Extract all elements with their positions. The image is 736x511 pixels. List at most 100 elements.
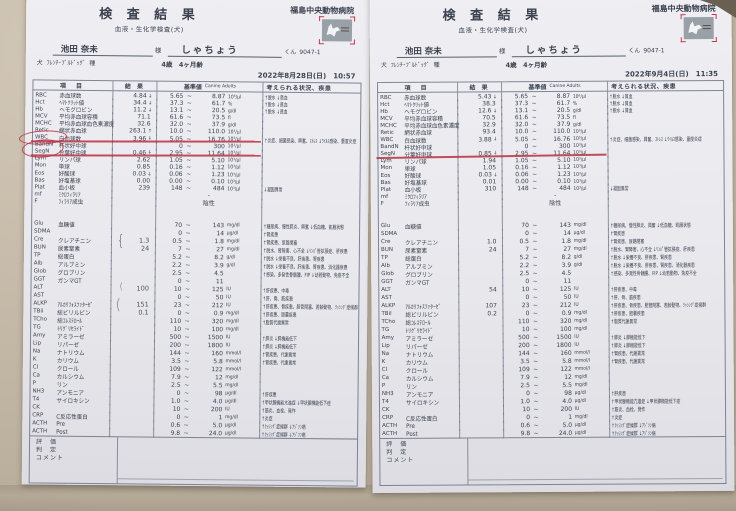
col-header-result: 結 果 [113,81,158,91]
range-unit: μg/dl [226,230,239,237]
dog-silhouette-icon [325,22,341,37]
cell-result [460,428,505,439]
col-header-remarks: 考えられる状況、疾患 [266,84,332,93]
cell-result [110,427,155,438]
report-subtitle: 血液・生化学検査(犬) [114,25,184,34]
cell-code: ACTH [32,428,48,435]
report-subtitle: 血液・生化学検査(犬) [458,26,528,35]
range-unit: mg/dl [574,325,588,332]
pen-brace-ALKP: ( [115,294,121,313]
range-unit: mmol/l [574,349,590,356]
label-comment: コメント [35,453,64,462]
report-title: 検 査 結 果 [99,7,200,24]
range-unit: g/dl [226,262,235,269]
hospital-name: 福島中央動物病院 [290,5,355,16]
range-unit: mmol/l [225,350,242,357]
breed-line: 犬 ﾌﾚﾝﾁ･ﾌﾞﾙﾄﾞｯｸﾞ 種 4歳 4ヶ月齢 [380,61,548,70]
range-unit: μg/dl [574,421,587,428]
age: 4歳 4ヶ月齢 [161,60,203,70]
range-unit: mg/dl [574,317,588,324]
breed: ﾌﾚﾝﾁ･ﾌﾞﾙﾄﾞｯｸﾞ [46,59,86,67]
range-unit: mg/dl [573,221,587,228]
range-unit: g/dl [573,261,583,268]
pet-name: しゃちょう [167,41,282,58]
range-unit: μg/dl [574,389,586,396]
range-unit: μg/dl [574,429,587,436]
col-header-reference-sub: Canine Adults [549,83,581,90]
range-unit: IU [226,294,231,301]
range-unit: mg/dl [226,246,240,253]
range-unit: mg/dl [573,237,587,244]
range-unit: μg/dl [225,390,237,397]
cell-name: Post [406,429,461,439]
range-unit: IU [574,293,579,300]
report-title: 検 査 結 果 [442,8,544,24]
range-unit: IU [226,302,231,309]
col-header-item: 項 目 [378,82,459,93]
evaluation-box: 評 価 判 定 コメント [28,435,359,487]
exam-datetime: 2022年9月4日(日) 11:35 [625,69,719,79]
range-unit: IU [574,333,579,340]
patient-line: 池田 奈未 様 しゃちょう くん 9047-1 [52,41,364,59]
owner-name: 池田 奈未 [396,44,497,58]
range-unit: mg/dl [574,373,588,380]
range-unit: μg/dl [573,229,586,236]
range-unit: mmol/l [574,365,591,372]
comment-area [118,437,357,485]
dog-silhouette-icon [687,20,703,35]
results-table: 項 目結 果基準値 Canine Adults 考えられる状況、疾患 RBC 赤血球数 5… [376,79,727,439]
hospital-logo-icon [680,13,717,43]
col-header-reference: 基準値 Canine Adults [502,81,609,92]
range-unit: mmol/l [574,357,590,364]
results-table: 項 目結 果基準値 Canine Adults 考えられる状況、疾患 RBC 赤血球数 4… [18,79,362,440]
label-comment: コメント [386,456,415,464]
range-unit: μg/dl [224,422,237,429]
range-unit: mg/dl [226,222,240,229]
range-unit: μg/dl [574,397,587,404]
col-header-reference: 基準値 Canine Adults [157,81,264,92]
range-unit: mg/dl [573,245,587,252]
range-unit: IU [574,341,579,348]
result-value: 1.0 [486,237,497,245]
col-header-reference-sub: Canine Adults [204,84,237,90]
chart-number: 9047-1 [299,48,321,57]
range-unit: mg/dl [574,309,588,316]
owner-name: 池田 奈未 [52,42,153,57]
range-unit: g/dl [573,253,583,260]
pen-brace-Cre: { [116,230,125,249]
range-unit: mg/dl [225,318,239,325]
lab-report-2022-09-04: 検 査 結 果 血液・生化学検査(犬) 福島中央動物病院 池田 奈未 様 しゃち… [369,0,735,494]
col-header-result: 結 果 [458,82,503,92]
col-header-item: 項 目 [33,80,114,91]
range-unit: IU [573,285,579,292]
range-unit: IU [225,334,231,341]
comment-area [468,436,725,484]
range-unit: IU [574,405,580,412]
age: 4歳 4ヶ月齢 [505,61,548,70]
result-value: 24 [488,245,497,253]
pen-brace-ALT: ( [119,281,124,292]
breed: ﾌﾚﾝﾁ･ﾌﾞﾙﾄﾞｯｸﾞ [390,61,430,69]
range-unit: mg/dl [225,310,239,317]
range-unit: mg/dl [225,374,239,381]
evaluation-box: 評 価 判 定 コメント [379,436,727,486]
hospital-logo-icon [318,16,356,45]
range-unit: mg/dl [574,381,588,388]
result-value: 54 [489,285,497,293]
col-header-remarks: 考えられる状況、疾患 [611,83,677,91]
range-unit: mmol/l [225,366,242,373]
pet-name: しゃちょう [511,41,626,58]
range-unit: mmol/l [225,358,242,365]
range-unit: IU [574,301,579,308]
cell-code: ACTH [382,430,398,438]
range-unit: IU [226,286,231,293]
lab-report-2022-08-28: 検 査 結 果 血液・生化学検査(犬) 福島中央動物病院 池田 奈未 様 しゃち… [18,0,371,488]
hospital-name: 福島中央動物病院 [651,3,716,14]
cell-name: Post [56,427,111,437]
range-unit: mg/dl [226,238,240,245]
chart-number: 9047-1 [643,47,665,55]
range-unit: mg/dl [574,413,588,420]
range-unit: g/dl [226,254,236,261]
result-value: 0.2 [487,309,497,317]
